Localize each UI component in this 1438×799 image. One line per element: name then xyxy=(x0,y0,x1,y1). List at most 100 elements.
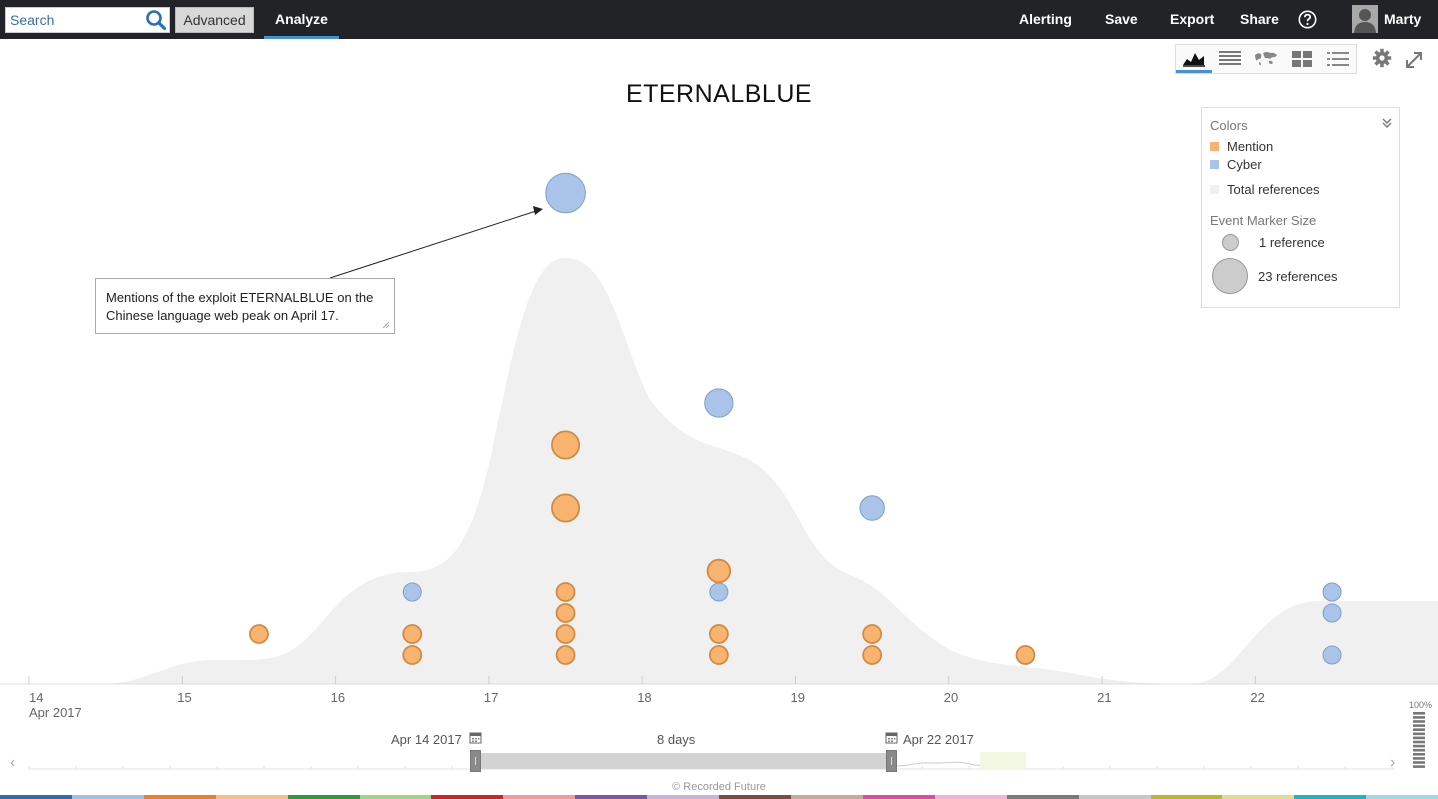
mention-event-marker[interactable] xyxy=(555,624,576,644)
color-strip-segment xyxy=(0,795,72,799)
zoom-step[interactable] xyxy=(1413,732,1425,736)
color-strip-segment xyxy=(71,795,144,799)
color-strip-segment xyxy=(503,795,576,799)
calendar-end-icon[interactable] xyxy=(885,731,898,744)
legend-label: 23 references xyxy=(1258,268,1338,284)
zoom-step[interactable] xyxy=(1413,736,1425,740)
scroll-left-icon[interactable]: ‹ xyxy=(10,754,16,771)
cyber-event-marker[interactable] xyxy=(1322,582,1342,602)
zoom-step[interactable] xyxy=(1413,765,1425,768)
share-button[interactable]: Share xyxy=(1240,11,1279,27)
category-color-strip xyxy=(0,795,1438,799)
grid-view-button[interactable] xyxy=(1284,45,1320,73)
x-axis-tick-label: 15 xyxy=(177,690,192,705)
range-end-handle[interactable] xyxy=(886,750,897,772)
mention-event-marker[interactable] xyxy=(402,624,423,644)
zoom-step[interactable] xyxy=(1413,757,1425,760)
total-references-swatch xyxy=(1210,185,1219,194)
mention-event-marker[interactable] xyxy=(1015,645,1036,665)
zoom-step[interactable] xyxy=(1413,753,1425,756)
zoom-step[interactable] xyxy=(1413,712,1425,715)
list-view-button[interactable] xyxy=(1320,45,1356,73)
color-strip-segment xyxy=(215,795,288,799)
export-button[interactable]: Export xyxy=(1170,11,1215,27)
map-view-button[interactable] xyxy=(1248,45,1284,73)
search-input[interactable] xyxy=(6,8,144,32)
zoom-slider[interactable] xyxy=(1413,712,1425,770)
zoom-step[interactable] xyxy=(1413,720,1425,723)
color-strip-segment xyxy=(1006,795,1079,799)
legend-item-total-references[interactable]: Total references xyxy=(1210,182,1320,197)
zoom-step[interactable] xyxy=(1413,748,1425,752)
user-name[interactable]: Marty xyxy=(1384,11,1422,27)
cyber-swatch xyxy=(1210,160,1219,169)
resize-grip-icon[interactable] xyxy=(383,322,389,328)
zoom-step[interactable] xyxy=(1413,744,1425,748)
mention-event-marker[interactable] xyxy=(555,582,576,602)
mention-event-marker[interactable] xyxy=(402,645,423,665)
scroll-right-icon[interactable]: › xyxy=(1390,754,1396,771)
mention-event-marker[interactable] xyxy=(555,645,576,665)
color-strip-segment xyxy=(575,795,648,799)
annotation-arrow xyxy=(329,210,537,279)
table-list-icon xyxy=(1219,51,1241,65)
cyber-event-marker[interactable] xyxy=(1322,603,1342,623)
help-icon[interactable] xyxy=(1298,10,1317,29)
x-axis-tick-label: 17 xyxy=(483,690,499,705)
mention-event-marker[interactable] xyxy=(249,624,269,644)
mention-event-marker[interactable] xyxy=(708,645,729,665)
cyber-event-marker[interactable] xyxy=(859,495,885,521)
save-button[interactable]: Save xyxy=(1105,11,1138,27)
mention-event-marker[interactable] xyxy=(862,645,883,665)
color-strip-segment xyxy=(1366,795,1438,799)
mention-event-marker[interactable] xyxy=(862,624,883,644)
search-box xyxy=(5,7,170,33)
table-view-button[interactable] xyxy=(1212,45,1248,73)
area-chart-icon xyxy=(1183,52,1205,67)
annotation-note[interactable]: Mentions of the exploit ETERNALBLUE on t… xyxy=(95,278,395,334)
color-strip-segment xyxy=(934,795,1007,799)
tab-analyze[interactable]: Analyze xyxy=(264,0,339,39)
mention-event-marker[interactable] xyxy=(706,558,732,584)
color-strip-segment xyxy=(790,795,863,799)
zoom-step[interactable] xyxy=(1413,724,1425,727)
collapse-chevron-icon[interactable] xyxy=(1381,117,1393,129)
mention-event-marker[interactable] xyxy=(551,430,581,460)
range-selection-bar[interactable] xyxy=(476,753,891,769)
legend-label: Mention xyxy=(1227,139,1274,154)
gear-icon[interactable] xyxy=(1372,48,1392,68)
zoom-step[interactable] xyxy=(1413,728,1425,731)
world-map-icon xyxy=(1255,52,1277,66)
legend-size-large: 23 references xyxy=(1212,258,1338,294)
mention-event-marker[interactable] xyxy=(555,603,576,623)
legend-item-mention[interactable]: Mention xyxy=(1210,139,1273,154)
mention-event-marker[interactable] xyxy=(551,493,581,523)
x-axis-tick-label: 22 xyxy=(1250,690,1265,705)
cyber-event-marker[interactable] xyxy=(545,172,586,214)
range-start-handle[interactable] xyxy=(470,750,481,772)
chart-title: ETERNALBLUE xyxy=(625,80,813,108)
zoom-step[interactable] xyxy=(1413,740,1425,744)
color-strip-segment xyxy=(1150,795,1223,799)
advanced-search-button[interactable]: Advanced xyxy=(175,7,254,33)
cyber-event-marker[interactable] xyxy=(402,582,422,602)
cyber-event-marker[interactable] xyxy=(704,388,734,418)
fullscreen-icon[interactable] xyxy=(1404,50,1424,70)
total-references-area xyxy=(0,258,1438,684)
zoom-step[interactable] xyxy=(1413,761,1425,764)
size-dot-small xyxy=(1222,234,1239,251)
timeline-view-button[interactable] xyxy=(1176,45,1212,73)
legend-item-cyber[interactable]: Cyber xyxy=(1210,157,1262,172)
x-axis-tick-label: 21 xyxy=(1097,690,1112,705)
cyber-event-marker[interactable] xyxy=(709,582,729,602)
legend-label: 1 reference xyxy=(1259,235,1325,250)
mention-event-marker[interactable] xyxy=(708,624,729,644)
annotation-text[interactable]: Mentions of the exploit ETERNALBLUE on t… xyxy=(106,290,374,323)
alerting-button[interactable]: Alerting xyxy=(1019,11,1072,27)
avatar[interactable] xyxy=(1352,5,1378,33)
zoom-step[interactable] xyxy=(1413,716,1425,719)
cyber-event-marker[interactable] xyxy=(1322,645,1342,665)
calendar-start-icon[interactable] xyxy=(469,731,482,744)
search-icon[interactable] xyxy=(145,9,167,31)
